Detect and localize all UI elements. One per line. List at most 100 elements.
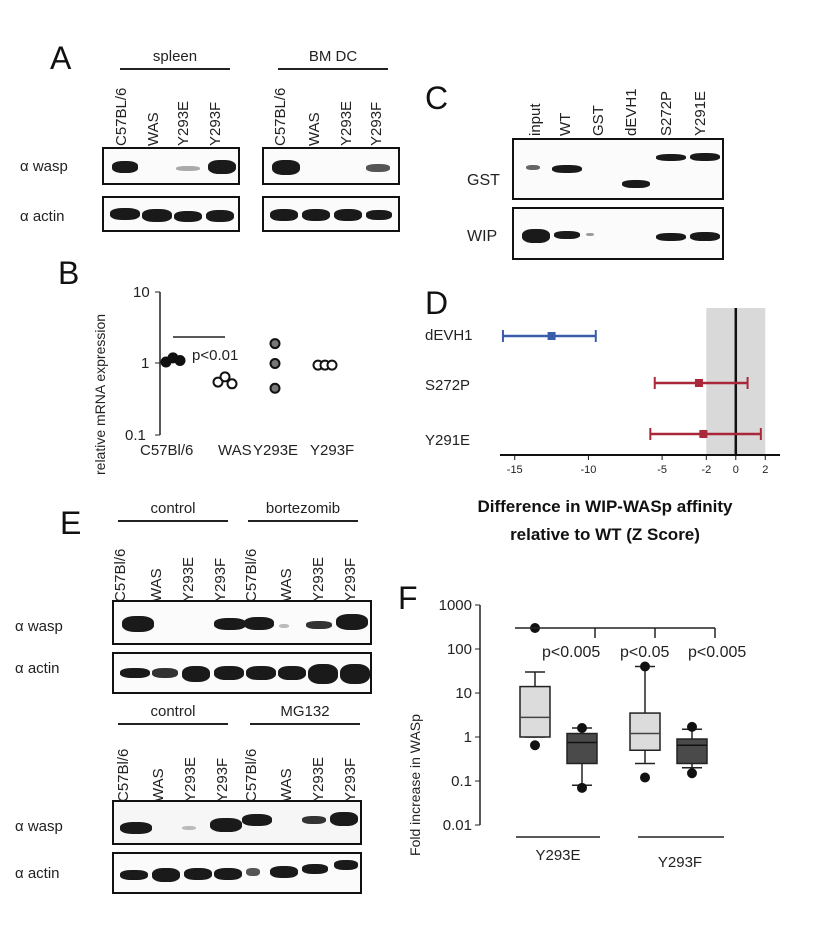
band bbox=[120, 870, 148, 880]
lane-label: Y293E bbox=[182, 756, 199, 802]
data-point bbox=[219, 371, 231, 383]
lane-label: C57BL/6 bbox=[113, 87, 130, 146]
lane-label: WAS bbox=[278, 768, 295, 802]
band bbox=[522, 229, 550, 243]
band bbox=[152, 868, 180, 882]
row-label-gst: GST bbox=[467, 172, 500, 189]
band bbox=[622, 180, 650, 188]
pvalue-f: p<0.05 bbox=[620, 644, 669, 661]
group-bmdc: BM DC bbox=[308, 48, 358, 65]
lane-label: Y293F bbox=[212, 557, 229, 602]
blot-e1-actin bbox=[112, 652, 372, 694]
group-line bbox=[248, 520, 358, 522]
group-bortezomib: bortezomib bbox=[265, 500, 341, 517]
ytick-label-f: 0.01 bbox=[443, 817, 472, 834]
data-point bbox=[212, 376, 224, 388]
lane-label: WAS bbox=[150, 768, 167, 802]
row-label-wip: WIP bbox=[467, 228, 498, 245]
f-boxes bbox=[519, 623, 708, 793]
band bbox=[242, 814, 272, 826]
band bbox=[552, 165, 582, 173]
outlier-point bbox=[577, 782, 587, 793]
panel-d-chart: -15 -10 -5 -2 0 2 dEVH1 S272P Y291E Differenc… bbox=[425, 308, 780, 544]
group-mg132: MG132 bbox=[280, 703, 330, 720]
mean-marker bbox=[547, 332, 556, 340]
lane-label: WAS bbox=[145, 112, 162, 146]
band bbox=[554, 231, 580, 239]
band bbox=[336, 614, 368, 630]
ytick-label-f: 10 bbox=[455, 685, 472, 702]
panel-b-chart: relative mRNA expression 10 1 0.1 C57Bl/… bbox=[92, 284, 354, 475]
group-control: control bbox=[150, 703, 196, 720]
mean-marker bbox=[694, 379, 703, 387]
box bbox=[629, 712, 661, 751]
band bbox=[214, 666, 244, 680]
band bbox=[208, 160, 236, 174]
band bbox=[302, 864, 328, 874]
group-line bbox=[118, 520, 228, 522]
ytick-label-b: 0.1 bbox=[125, 427, 146, 444]
ytick-label-b: 10 bbox=[133, 284, 150, 301]
band bbox=[214, 618, 246, 630]
pvalue-b: p<0.01 bbox=[192, 347, 238, 364]
band bbox=[278, 666, 306, 680]
group-spleen: spleen bbox=[152, 48, 198, 65]
group-control: control bbox=[150, 500, 196, 517]
band bbox=[690, 153, 720, 161]
lane-label: WAS bbox=[148, 568, 165, 602]
lane-label: GST bbox=[590, 105, 607, 136]
outlier-point bbox=[687, 768, 697, 779]
row-label-d: S272P bbox=[425, 377, 470, 394]
blot-bmdc-wasp bbox=[262, 147, 400, 185]
box bbox=[676, 738, 708, 765]
lane-label: WAS bbox=[306, 112, 323, 146]
box bbox=[519, 685, 551, 738]
band bbox=[302, 816, 326, 824]
band bbox=[112, 161, 138, 173]
lane-label: Y293E bbox=[175, 100, 192, 146]
row-label-wasp: α wasp bbox=[15, 618, 63, 635]
band bbox=[330, 812, 358, 826]
band bbox=[366, 164, 390, 172]
lane-label: Y293E bbox=[180, 556, 197, 602]
xtick-label-d: -15 bbox=[507, 464, 523, 476]
band bbox=[272, 160, 300, 175]
band bbox=[120, 822, 152, 834]
pvalue-f: p<0.005 bbox=[688, 644, 746, 661]
lane-label: S272P bbox=[658, 90, 675, 136]
ytick-label-f: 1 bbox=[464, 729, 472, 746]
blot-e1-wasp bbox=[112, 600, 372, 645]
band bbox=[246, 666, 276, 680]
band bbox=[182, 666, 210, 682]
mean-marker bbox=[699, 430, 708, 438]
band bbox=[184, 868, 212, 880]
panel-b-label: B bbox=[58, 255, 80, 291]
xlabel-d-line1: Difference in WIP-WASp affinity bbox=[477, 497, 733, 516]
ytick-label-f: 0.1 bbox=[451, 773, 472, 790]
f-axis: 1000 100 10 1 0.1 0.01 bbox=[439, 597, 481, 834]
lane-label: Y293F bbox=[207, 101, 224, 146]
panel-d-label: D bbox=[425, 285, 449, 321]
group-line bbox=[250, 723, 360, 725]
panel-a-label: A bbox=[50, 40, 72, 76]
xcat-b: Y293F bbox=[310, 442, 354, 459]
panel-f-chart: Fold increase in WASp 10001001010.10.01 … bbox=[407, 597, 746, 871]
band bbox=[244, 617, 274, 630]
band bbox=[656, 233, 686, 241]
outlier-point bbox=[640, 772, 650, 783]
lane-label: C57Bl/6 bbox=[243, 748, 260, 802]
row-label-d: dEVH1 bbox=[425, 327, 473, 344]
xgroup-f: Y293E bbox=[535, 847, 580, 864]
band bbox=[182, 826, 196, 830]
lane-label: C57Bl/6 bbox=[112, 548, 129, 602]
data-point bbox=[226, 378, 238, 390]
panel-f-label: F bbox=[398, 580, 418, 616]
panel-c-label: C bbox=[425, 80, 449, 116]
band bbox=[270, 209, 298, 221]
band bbox=[656, 154, 686, 161]
lane-label: WAS bbox=[278, 568, 295, 602]
lane-label: input bbox=[527, 103, 544, 136]
lane-label: C57Bl/6 bbox=[243, 548, 260, 602]
row-label-wasp: α wasp bbox=[20, 158, 68, 175]
band bbox=[120, 668, 150, 678]
